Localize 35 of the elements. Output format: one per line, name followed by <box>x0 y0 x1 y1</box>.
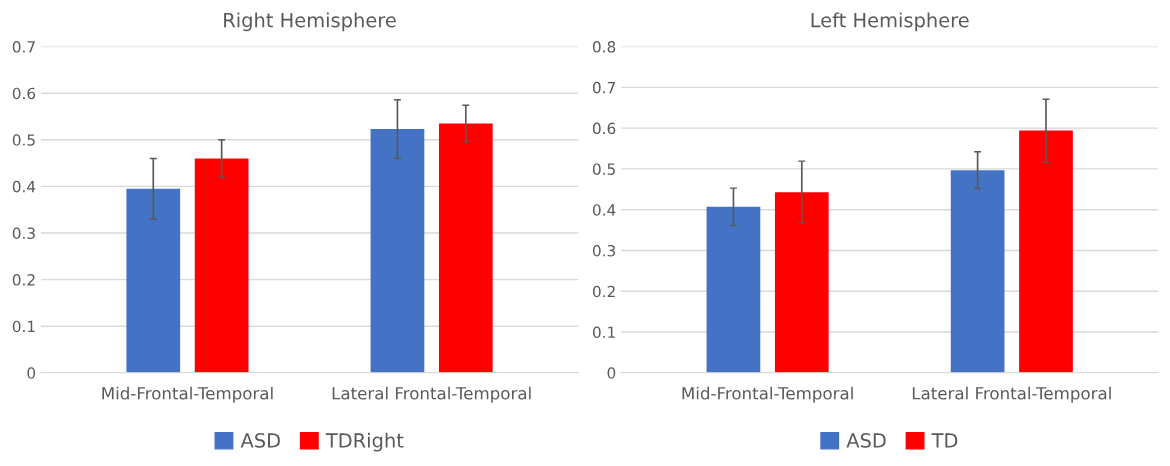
chart-title: Right Hemisphere <box>224 12 396 32</box>
y-tick-label: 0.7 <box>12 41 35 53</box>
x-tick-label: Mid-Frontal-Temporal <box>682 386 853 403</box>
y-tick-label: 0 <box>607 367 616 379</box>
y-tick-label: 0.3 <box>12 227 35 240</box>
legend-label: TDRight <box>325 432 404 452</box>
y-tick-label: 0.7 <box>592 81 615 94</box>
x-tick-label: Mid-Frontal-Temporal <box>102 386 273 403</box>
bar <box>950 170 1005 373</box>
bar <box>438 123 493 373</box>
y-tick-label: 0.6 <box>12 87 36 100</box>
bar <box>126 188 181 373</box>
legend-label: ASD <box>846 433 886 448</box>
x-tick-label: Lateral Frontal-Temporal <box>332 386 531 403</box>
y-tick-label: 0.4 <box>592 204 616 216</box>
y-tick-label: 0.1 <box>592 326 615 339</box>
bar <box>194 158 249 373</box>
y-tick-label: 0.3 <box>592 244 616 257</box>
bar <box>706 206 761 373</box>
y-tick-label: 0.2 <box>12 274 35 286</box>
y-tick-label: 0.6 <box>592 122 616 135</box>
bar <box>370 129 425 373</box>
x-tick-label: Lateral Frontal-Temporal <box>912 386 1111 403</box>
y-tick-label: 0.1 <box>12 320 35 333</box>
y-tick-label: 0.8 <box>592 41 616 53</box>
y-tick-label: 0.2 <box>592 285 615 298</box>
y-tick-label: 0.4 <box>12 180 36 193</box>
legend-label: ASD <box>240 433 280 448</box>
bar <box>1019 130 1073 373</box>
chart-title: Left Hemisphere <box>811 12 969 32</box>
legend-label: TD <box>931 433 958 448</box>
y-tick-label: 0.5 <box>592 163 615 175</box>
y-tick-label: 0.5 <box>12 134 35 146</box>
bar <box>774 192 829 373</box>
y-tick-label: 0 <box>27 367 36 379</box>
